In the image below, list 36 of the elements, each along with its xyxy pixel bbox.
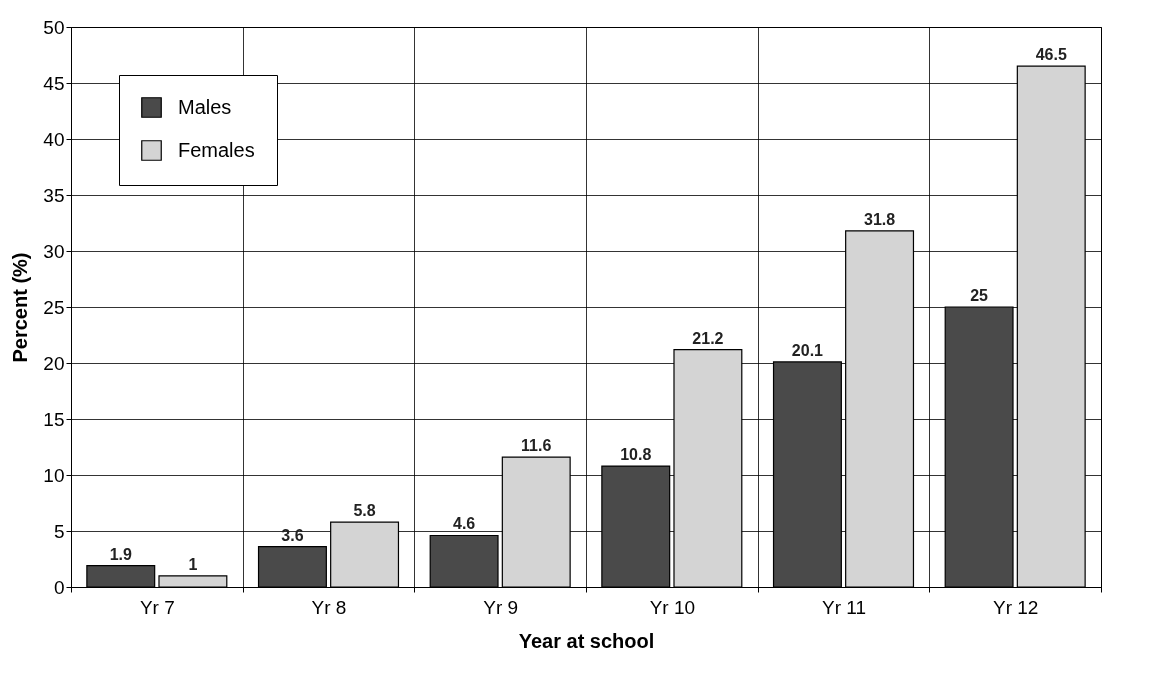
x-tick-label: Yr 9: [483, 596, 519, 618]
bar: [257, 546, 327, 588]
y-axis-title: Percent (%): [9, 252, 32, 363]
y-tick-label: 50: [43, 16, 65, 38]
y-tick-label: 45: [43, 72, 65, 94]
y-tick-label: 0: [53, 576, 65, 598]
bar: [86, 565, 156, 588]
x-tick-label: Yr 12: [992, 596, 1039, 618]
bar: [158, 575, 228, 588]
y-tick-label: 20: [43, 352, 65, 374]
y-tick-label: 30: [43, 240, 65, 262]
x-axis-title: Year at school: [518, 629, 655, 652]
data-label: 46.5: [1035, 46, 1067, 64]
data-label: 1.9: [109, 545, 132, 563]
data-label: 11.6: [521, 437, 552, 455]
data-label: 20.1: [791, 341, 824, 359]
data-label: 31.8: [863, 210, 896, 228]
x-tick-label: Yr 7: [139, 596, 175, 618]
data-label: 4.6: [452, 515, 476, 533]
legend-label: Females: [178, 138, 255, 161]
y-tick-label: 25: [43, 296, 65, 318]
data-label: 10.8: [620, 446, 652, 464]
x-tick-label: Yr 10: [649, 596, 696, 618]
x-tick-label: Yr 8: [311, 596, 347, 618]
y-tick-label: 15: [43, 408, 65, 430]
y-tick-label: 35: [43, 184, 65, 206]
data-label: 21.2: [692, 329, 724, 347]
bar: [429, 534, 499, 588]
y-tick-label: 40: [43, 128, 65, 150]
data-label: 25: [970, 287, 989, 304]
y-tick-label: 10: [43, 464, 65, 486]
y-tick-label: 5: [53, 520, 65, 542]
legend-label: Males: [178, 95, 232, 118]
x-tick-label: Yr 11: [821, 596, 867, 618]
data-label: 5.8: [353, 502, 376, 520]
data-label: 1: [188, 555, 198, 573]
